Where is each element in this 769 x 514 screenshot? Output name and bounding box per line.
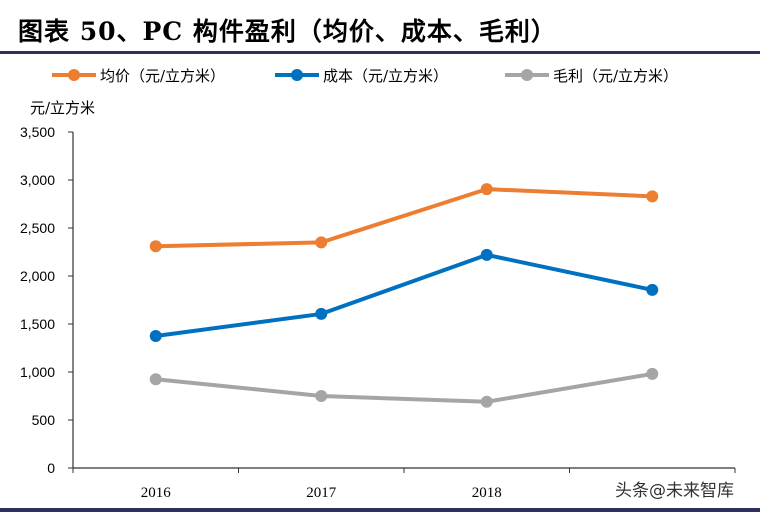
legend-marker-1 (291, 69, 303, 81)
axes: 0 500 1,000 1,500 2,000 2,500 3,000 3,500 2016 20… (20, 124, 736, 501)
data-point (315, 390, 328, 402)
data-point (149, 373, 162, 386)
figure-title: 图表 50、PC 构件盈利（均价、成本、毛利） (18, 17, 557, 46)
y-tick-label: 1,000 (20, 364, 55, 380)
data-point (646, 283, 659, 296)
legend-marker-2 (521, 69, 533, 81)
data-point (646, 367, 659, 380)
data-point (315, 236, 328, 249)
series-line-0 (155, 187, 653, 249)
legend-label-0: 均价（元/立方米） (100, 67, 225, 85)
y-tick-label: 0 (47, 460, 55, 476)
data-point (646, 190, 659, 203)
data-point (149, 330, 162, 342)
x-tick-label: 2017 (306, 485, 337, 501)
data-point (480, 183, 493, 196)
series-group (149, 183, 659, 408)
watermark: 头条@未来智库 (615, 481, 734, 501)
x-tick-label: 2018 (472, 485, 502, 501)
y-tick-label: 1,500 (20, 316, 55, 332)
series-line-2 (155, 371, 653, 404)
title-rule (0, 51, 760, 54)
legend-label-1: 成本（元/立方米） (323, 67, 448, 85)
data-point (149, 240, 162, 253)
y-axis-label: 元/立方米 (30, 99, 95, 117)
data-point (480, 248, 493, 261)
legend: 均价（元/立方米） 成本（元/立方米） 毛利（元/立方米） (52, 67, 678, 85)
legend-marker-0 (68, 69, 80, 81)
y-tick-label: 500 (32, 412, 56, 428)
y-tick-label: 2,500 (20, 220, 55, 236)
y-tick-label: 3,500 (20, 124, 55, 140)
data-point (315, 307, 328, 320)
y-tick-label: 2,000 (20, 268, 55, 284)
x-tick-label: 2016 (141, 485, 172, 501)
legend-label-2: 毛利（元/立方米） (553, 67, 678, 85)
y-tick-label: 3,000 (20, 172, 55, 188)
bottom-rule (0, 508, 760, 512)
series-line-1 (155, 252, 653, 338)
data-point (480, 395, 493, 408)
